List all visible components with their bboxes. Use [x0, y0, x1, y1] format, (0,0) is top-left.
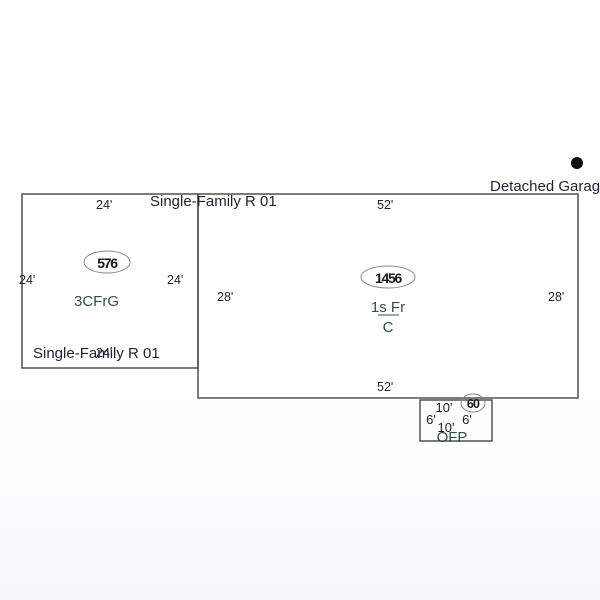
svg-text:10': 10': [436, 400, 453, 415]
svg-text:576: 576: [97, 255, 118, 271]
svg-text:52': 52': [377, 380, 393, 394]
svg-text:Detached Garage: Detached Garage: [490, 178, 600, 195]
svg-text:6': 6': [426, 412, 436, 427]
svg-text:24': 24': [167, 273, 183, 287]
svg-text:1s Fr: 1s Fr: [371, 299, 405, 316]
svg-text:28': 28': [217, 290, 233, 304]
svg-text:60: 60: [467, 397, 480, 411]
svg-text:28': 28': [548, 290, 564, 304]
svg-text:3CFrG: 3CFrG: [74, 293, 119, 310]
svg-text:24': 24': [19, 273, 35, 287]
svg-text:1456: 1456: [375, 270, 402, 286]
svg-text:6': 6': [462, 412, 472, 427]
svg-text:24': 24': [96, 198, 112, 212]
svg-text:Single-Family R 01: Single-Family R 01: [150, 193, 277, 210]
svg-text:OFP: OFP: [437, 429, 468, 446]
svg-text:C: C: [383, 319, 394, 336]
svg-text:52': 52': [377, 198, 393, 212]
svg-text:24': 24': [96, 346, 112, 360]
